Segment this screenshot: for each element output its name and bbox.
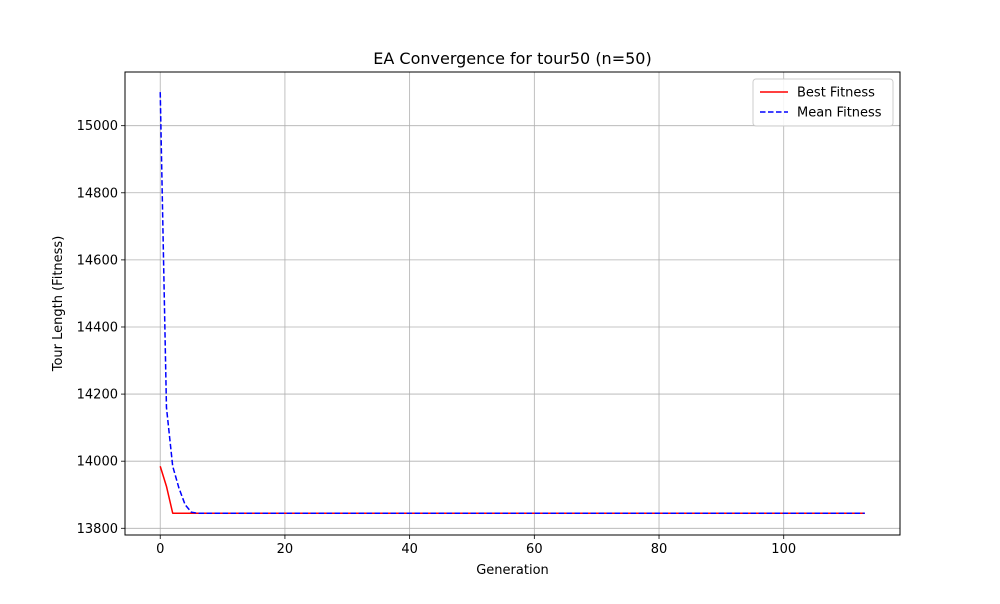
legend: Best Fitness Mean Fitness: [752, 78, 894, 127]
y-tick-label: 14600: [77, 253, 118, 268]
series-line-best-fitness: [159, 465, 865, 514]
series-layer: [159, 92, 865, 514]
x-tick-label: 0: [156, 542, 164, 557]
y-tick-label: 14800: [77, 186, 118, 201]
axes-frame: [124, 71, 901, 536]
x-tick-label: 20: [277, 542, 294, 557]
x-tick-label: 80: [651, 542, 668, 557]
y-tick-label: 13800: [77, 522, 118, 537]
legend-label-mean-fitness: Mean Fitness: [797, 106, 882, 121]
y-axis-label: Tour Length (Fitness): [51, 236, 66, 373]
x-tick-label: 100: [771, 542, 796, 557]
y-tick-label: 15000: [77, 119, 118, 134]
legend-label-best-fitness: Best Fitness: [797, 86, 875, 101]
y-tick-label: 14000: [77, 455, 118, 470]
y-tick-label: 14200: [77, 388, 118, 403]
x-tick-label: 40: [401, 542, 418, 557]
series-line-mean-fitness: [159, 92, 865, 514]
grid: [125, 72, 900, 535]
ticks: 0 20 40 60 80 100 13800 14000 14200 14400 14600 148…: [77, 119, 796, 557]
x-axis-label: Generation: [476, 563, 549, 578]
y-tick-label: 14400: [77, 320, 118, 335]
legend-box: [752, 78, 894, 127]
chart-title: EA Convergence for tour50 (n=50): [373, 49, 651, 68]
x-tick-label: 60: [526, 542, 543, 557]
